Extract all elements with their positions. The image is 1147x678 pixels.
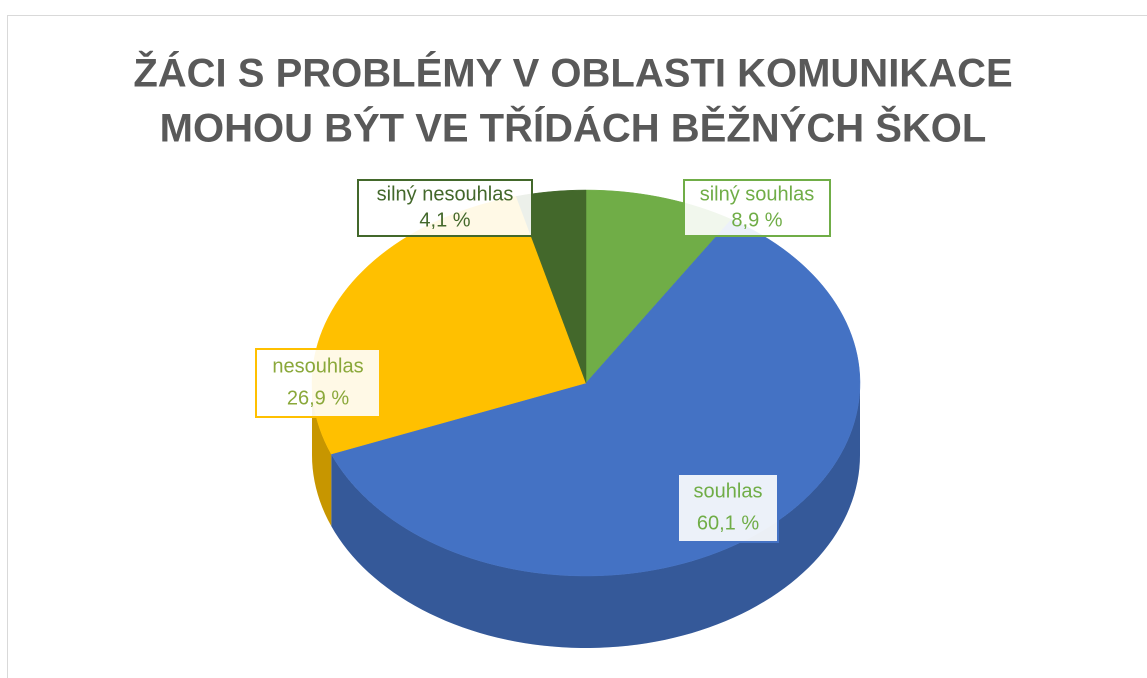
slice-side-shade [312,383,332,527]
data-label-value: 60,1 % [697,512,759,534]
data-label-box [255,348,381,418]
chart-title: MOHOU BÝT VE TŘÍDÁCH BĚŽNÝCH ŠKOL [160,105,987,151]
data-label-value: 26,9 % [287,387,349,409]
data-label: silný nesouhlas 4,1 % [357,179,533,237]
data-label-box [677,473,779,543]
slice-side [312,383,332,527]
data-label: silný souhlas 8,9 % [683,179,831,237]
chart-title: ŽÁCI S PROBLÉMY V OBLASTI KOMUNIKACE [133,50,1012,96]
data-label-category: silný nesouhlas [377,183,514,205]
slice-side-shade [331,383,861,648]
data-label-box [357,179,533,237]
data-label-box [683,179,831,237]
data-label-value: 8,9 % [731,209,782,231]
data-label-category: silný souhlas [700,183,815,205]
data-label: nesouhlas 26,9 % [255,348,381,418]
data-label-value: 4,1 % [419,209,470,231]
data-label-category: nesouhlas [272,355,363,377]
slice-side [331,383,861,648]
data-label: souhlas 60,1 % [677,473,779,543]
data-label-category: souhlas [694,480,763,502]
